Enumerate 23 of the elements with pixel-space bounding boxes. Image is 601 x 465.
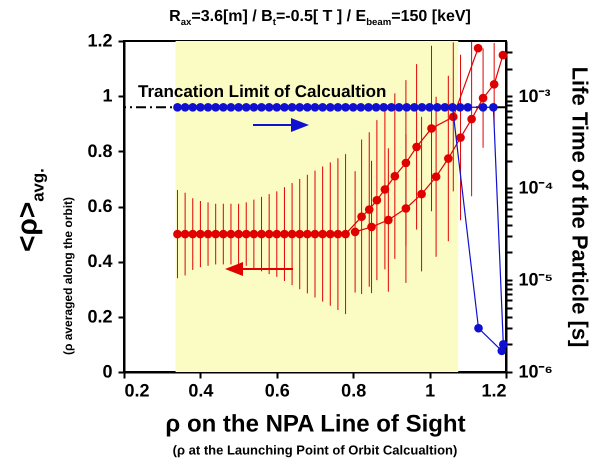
text: (ρ at the Launching Point of Orbit Calcualtion) [172, 442, 458, 458]
y-tick-label: 0 [102, 362, 112, 382]
chart-title: R$_{ax}$=3.6[m] / B$_{t}$=-0.5[ T ] / E$_{beam}$=150 [keV] [169, 8, 471, 28]
x-axis-title: ρ on the NPA Line of Sight [165, 410, 466, 438]
x-tick-label: 1 [425, 380, 436, 400]
y2-tick-label: 10⁻³ [518, 86, 551, 106]
y2-tick-label: 10⁻⁶ [518, 362, 553, 382]
text: (ρ averaged along the orbit) [61, 196, 75, 356]
y2-tick-label: 10⁻⁵ [518, 270, 553, 290]
x-tick-label: 0.6 [264, 380, 290, 400]
x-tick-label: 0.2 [124, 380, 150, 400]
y-tick-label: 1 [102, 86, 112, 106]
y-tick-label: 1.2 [87, 30, 112, 50]
y-tick-label: 0.8 [87, 140, 112, 161]
ref-line-label: Trancation Limit of Calcualtion [138, 82, 386, 102]
y-tick-label: 0.6 [87, 196, 112, 216]
y2-axis-title: Life Time of the Particle [s] [567, 66, 592, 348]
x-tick-label: 1.2 [481, 380, 506, 400]
x-tick-label: 0.4 [188, 380, 214, 400]
x-tick-label: 0.8 [341, 380, 366, 400]
y-tick-label: 0.2 [87, 306, 112, 326]
y2-tick-label: 10⁻⁴ [518, 178, 554, 198]
y-tick-label: 0.4 [87, 251, 112, 272]
